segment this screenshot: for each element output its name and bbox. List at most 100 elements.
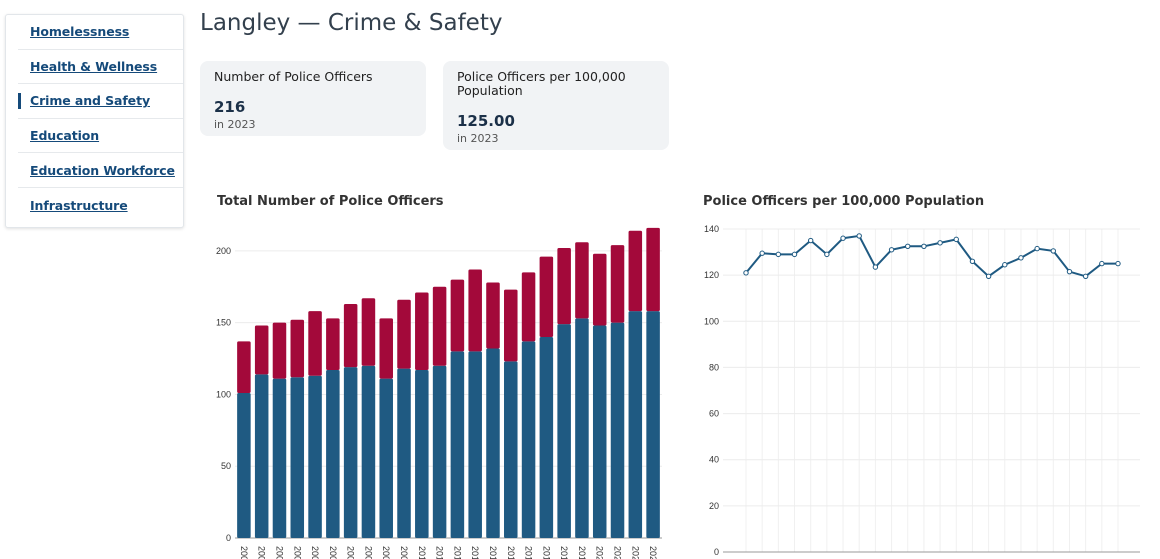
sidebar-item-crime-and-safety[interactable]: Crime and Safety [18, 84, 183, 119]
bar-y-tick-label: 0 [226, 533, 231, 543]
bar-segment-2013-0 [468, 351, 482, 538]
line-point-2012 [937, 240, 943, 246]
line-y-tick-label: 120 [704, 270, 719, 280]
bar-segment-2014-0 [486, 348, 500, 538]
sidebar-item-education[interactable]: Education [18, 119, 183, 154]
bar-segment-2009-0 [397, 368, 411, 538]
bar-x-tick-label: 200 [310, 546, 320, 559]
bar-x-tick-label: 201 [577, 546, 587, 559]
line-point-2005 [824, 251, 830, 258]
bar-segment-2016-1 [521, 272, 536, 342]
sidebar-nav: Homelessness Health & Wellness Crime and S… [5, 14, 184, 228]
line-point-2008 [872, 264, 879, 270]
bar-segment-2006-1 [343, 304, 358, 368]
bar-x-tick-label: 200 [381, 546, 391, 559]
sidebar-item-link[interactable]: Health & Wellness [30, 58, 158, 74]
sidebar-item-link[interactable]: Education Workforce [30, 162, 175, 178]
bar-segment-2003-0 [290, 377, 305, 538]
bar-segment-2019-1 [575, 242, 589, 319]
bar-segment-2019-0 [575, 318, 589, 538]
bar-segment-2021-0 [610, 322, 625, 538]
line-point-2000 [743, 270, 749, 276]
line-chart: 0 20 40 60 80 100 120 140 [704, 224, 1140, 557]
bar-segment-2011-1 [432, 286, 447, 366]
line-y-tick-label: 140 [704, 224, 719, 234]
bar-segment-2008-0 [379, 378, 393, 538]
line-point-2021 [1082, 273, 1089, 279]
line-chart-title: Police Officers per 100,000 Population [703, 194, 985, 209]
bar-segment-2007-1 [361, 298, 376, 366]
bar-segment-2006-0 [343, 367, 358, 538]
bar-segment-2000-1 [237, 341, 251, 394]
bar-x-tick-label: 202 [613, 546, 623, 559]
bar-x-tick-label: 201 [452, 546, 462, 559]
sidebar-item-link[interactable]: Crime and Safety [30, 93, 150, 109]
line-point-2022 [1099, 260, 1105, 267]
bar-segment-2022-1 [628, 230, 643, 312]
line-point-2011 [921, 243, 927, 250]
bar-segment-2012-1 [450, 279, 465, 352]
bar-segment-2020-0 [592, 325, 607, 538]
bar-segment-2023-1 [646, 227, 660, 312]
bar-segment-2020-1 [592, 253, 607, 326]
bar-chart: 0 50 100 150 200 200 200 200 200 200 200 200 200 200 2… [216, 227, 662, 559]
bar-x-tick-label: 200 [363, 546, 373, 559]
bar-x-tick-label: 202 [630, 546, 640, 559]
line-point-2004 [807, 237, 814, 244]
line-point-2018 [1034, 245, 1040, 252]
bar-segment-2001-1 [254, 325, 269, 375]
sidebar-item-education-workforce[interactable]: Education Workforce [18, 153, 183, 188]
stat-card-sub: in 2023 [214, 118, 256, 131]
bar-segment-2018-1 [557, 248, 571, 325]
bar-segment-2002-1 [272, 322, 287, 379]
sidebar-item-link[interactable]: Education [30, 128, 100, 144]
bar-x-tick-label: 200 [257, 546, 267, 559]
line-point-2010 [905, 243, 911, 250]
bar-segment-2008-1 [379, 318, 393, 379]
stat-card-label: Police Officers per 100,000 Population [457, 69, 626, 98]
bar-segment-2017-0 [539, 337, 554, 538]
line-point-2020 [1066, 268, 1073, 275]
bar-segment-2007-0 [361, 365, 376, 538]
bar-segment-2009-1 [397, 299, 411, 369]
line-y-tick-label: 100 [704, 316, 719, 326]
bar-segment-2015-1 [504, 289, 518, 362]
bar-segment-2003-1 [290, 319, 305, 378]
line-point-2003 [791, 251, 798, 258]
line-point-2023 [1115, 260, 1121, 267]
bar-segment-2000-0 [237, 393, 251, 538]
bar-segment-2011-0 [432, 365, 447, 538]
bar-segment-2004-0 [308, 375, 322, 538]
bar-segment-2023-0 [646, 311, 660, 538]
sidebar-item-health-and-wellness[interactable]: Health & Wellness [18, 50, 183, 85]
sidebar-item-link[interactable]: Homelessness [30, 24, 130, 40]
bar-x-tick-label: 200 [239, 546, 249, 559]
line-y-tick-label: 40 [709, 455, 719, 465]
bar-segment-2010-1 [415, 292, 429, 371]
bar-x-tick-label: 200 [274, 546, 284, 559]
bar-segment-2005-1 [326, 318, 340, 371]
bar-segment-2005-0 [326, 370, 340, 538]
line-y-tick-label: 60 [709, 409, 719, 419]
bar-segment-2017-1 [539, 256, 554, 338]
bar-x-tick-label: 201 [541, 546, 551, 559]
bar-x-tick-label: 201 [488, 546, 498, 559]
sidebar-item-infrastructure[interactable]: Infrastructure [18, 188, 183, 223]
stat-card-officers: Number of Police Officers 216 in 2023 [200, 61, 426, 136]
stat-card-officers-per-100k: Police Officers per 100,000 Population 1… [443, 61, 669, 150]
bar-y-tick-label: 200 [216, 246, 231, 256]
line-point-2015 [985, 273, 992, 279]
bar-y-tick-label: 150 [216, 318, 231, 328]
bar-x-tick-label: 201 [524, 546, 534, 559]
line-point-2009 [888, 247, 895, 253]
bar-segment-2004-1 [308, 311, 322, 376]
sidebar-item-homelessness[interactable]: Homelessness [18, 15, 183, 50]
bar-x-tick-label: 200 [328, 546, 338, 559]
bar-x-tick-label: 200 [399, 546, 409, 559]
bar-x-tick-label: 200 [292, 546, 302, 559]
line-point-2014 [969, 258, 976, 264]
bar-segment-2016-0 [521, 341, 536, 538]
bar-y-tick-label: 100 [216, 389, 231, 399]
sidebar-item-link[interactable]: Infrastructure [30, 197, 128, 213]
stat-card-sub: in 2023 [457, 132, 499, 145]
